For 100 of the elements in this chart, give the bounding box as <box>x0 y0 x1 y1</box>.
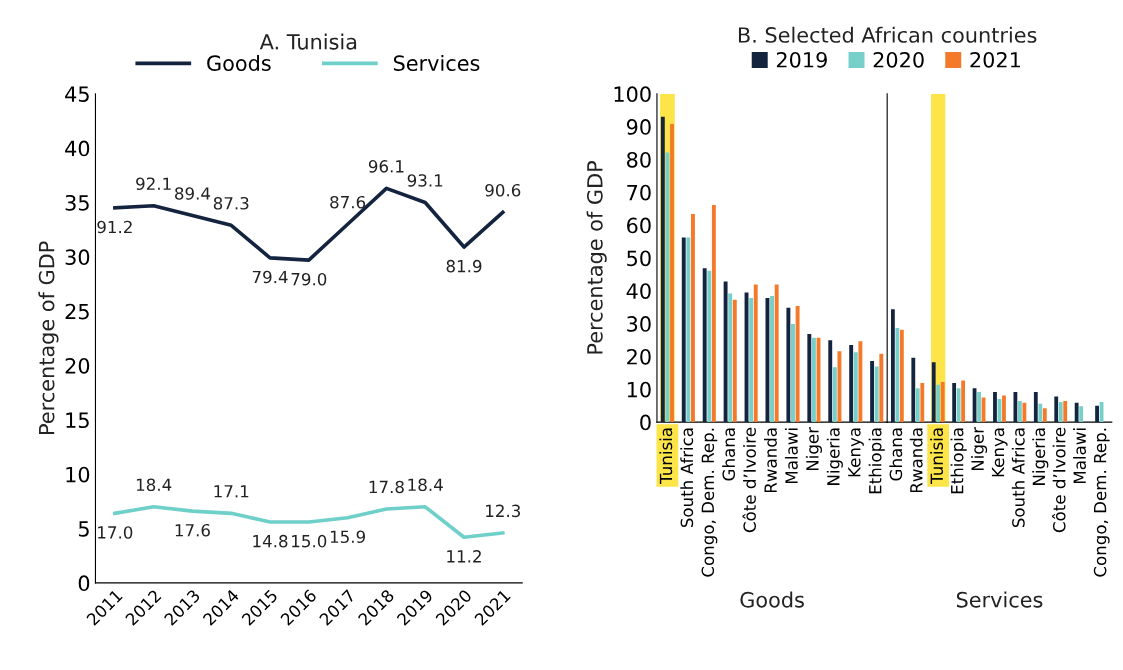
annotation: 79.0 <box>291 272 327 286</box>
x-tick-label: Congo, Dem. Rep. <box>701 428 718 577</box>
y-tick-label: 100 <box>614 86 651 103</box>
bar <box>890 309 895 423</box>
bar <box>832 367 837 423</box>
annotation: 91.2 <box>97 220 132 234</box>
bar <box>1042 408 1047 423</box>
annotation: 87.6 <box>330 195 366 209</box>
annotation: 96.1 <box>368 160 404 173</box>
y-tick-label: 40 <box>65 140 90 157</box>
bar <box>770 296 775 423</box>
bar <box>874 366 879 423</box>
annotation: 17.6 <box>175 523 210 537</box>
bar <box>879 353 884 423</box>
bar <box>940 382 945 423</box>
bar <box>711 205 716 423</box>
y-tick-label: 0 <box>78 575 90 592</box>
annotation: 17.0 <box>98 526 133 539</box>
x-tick-label: Rwanda <box>764 428 777 493</box>
x-tick-label: Kenya <box>848 428 864 477</box>
bar <box>702 268 707 423</box>
bar <box>670 124 674 423</box>
bar <box>911 357 916 423</box>
bar <box>732 299 737 423</box>
bar <box>1054 396 1059 423</box>
bar <box>1079 406 1084 423</box>
bar <box>993 391 997 423</box>
bar <box>977 391 981 423</box>
x-tick-label: Ethiopia <box>950 428 967 494</box>
bar <box>870 361 875 423</box>
x-tick-label: Tunisia <box>930 428 944 484</box>
bar <box>686 237 691 423</box>
x-tick-label: Tunisia <box>659 428 673 484</box>
legend-label: Goods <box>207 54 271 72</box>
legend-label: Services <box>393 54 480 72</box>
annotation: 90.6 <box>485 183 521 197</box>
bar <box>1017 401 1022 423</box>
bar <box>707 270 712 423</box>
x-tick-label: Ghana <box>889 428 903 481</box>
annotation: 92.1 <box>136 177 171 191</box>
bar <box>1002 395 1006 423</box>
y-tick-label: 90 <box>626 119 651 135</box>
x-tick-label: Niger <box>805 426 822 471</box>
annotation: 81.9 <box>446 259 482 273</box>
x-tick-label: South Africa <box>680 428 694 528</box>
y-tick-label: 10 <box>66 466 90 483</box>
bar <box>774 284 779 423</box>
y-tick-label: 20 <box>65 357 90 374</box>
bar <box>915 388 920 423</box>
annotation: 15.9 <box>330 530 365 544</box>
x-tick-label: Côte d’Ivoire <box>742 427 756 533</box>
bar <box>723 281 728 423</box>
bar <box>749 298 754 423</box>
x-axis-title: Services <box>956 591 1043 608</box>
y-tick-label: 5 <box>78 521 89 537</box>
bar <box>786 307 791 423</box>
bar <box>807 334 812 423</box>
bar <box>1095 405 1099 423</box>
bar <box>956 388 961 423</box>
x-tick-label: Nigeria <box>826 428 843 485</box>
x-tick-label: Niger <box>970 426 988 471</box>
annotation: 79.4 <box>252 270 288 284</box>
bar <box>931 362 936 423</box>
annotation: 93.1 <box>407 174 443 187</box>
bar <box>1063 401 1068 423</box>
y-tick-label: 40 <box>626 283 651 299</box>
bar <box>895 327 900 423</box>
y-tick-label: 10 <box>627 381 651 398</box>
x-tick-label: South Africa <box>1011 428 1025 528</box>
annotation: 12.3 <box>486 504 521 518</box>
bar <box>899 329 904 423</box>
y-tick-label: 15 <box>66 412 89 429</box>
y-tick-label: 35 <box>65 194 89 211</box>
y-tick-label: 80 <box>627 151 651 168</box>
y-tick-label: 50 <box>627 250 651 267</box>
y-tick-label: 45 <box>65 86 89 103</box>
annotation: 14.8 <box>253 534 288 548</box>
annotation: 15.0 <box>292 534 327 548</box>
x-tick-label: Côte d’Ivoire <box>1051 427 1066 533</box>
bar <box>858 341 863 423</box>
y-tick-label: 30 <box>65 249 90 266</box>
legend-label: 2020 <box>873 51 924 68</box>
y-tick-label: 20 <box>627 348 651 365</box>
x-tick-label: Malawi <box>784 428 798 484</box>
annotation: 11.2 <box>447 550 481 563</box>
y-axis-title: Percentage of GDP <box>38 241 59 434</box>
bar <box>936 384 941 423</box>
chart-title: A. Tunisia <box>259 33 357 50</box>
bar <box>1058 402 1063 423</box>
annotation: 17.1 <box>214 485 249 498</box>
bar <box>828 340 833 423</box>
bar <box>1033 391 1038 423</box>
bar <box>753 284 758 423</box>
legend-label: 2019 <box>776 51 827 68</box>
bar <box>853 352 858 423</box>
bar <box>681 237 686 423</box>
bar <box>1074 402 1079 423</box>
annotation: 18.4 <box>408 478 443 492</box>
x-tick-label: Kenya <box>991 428 1008 477</box>
y-axis-title: Percentage of GDP <box>586 161 607 354</box>
